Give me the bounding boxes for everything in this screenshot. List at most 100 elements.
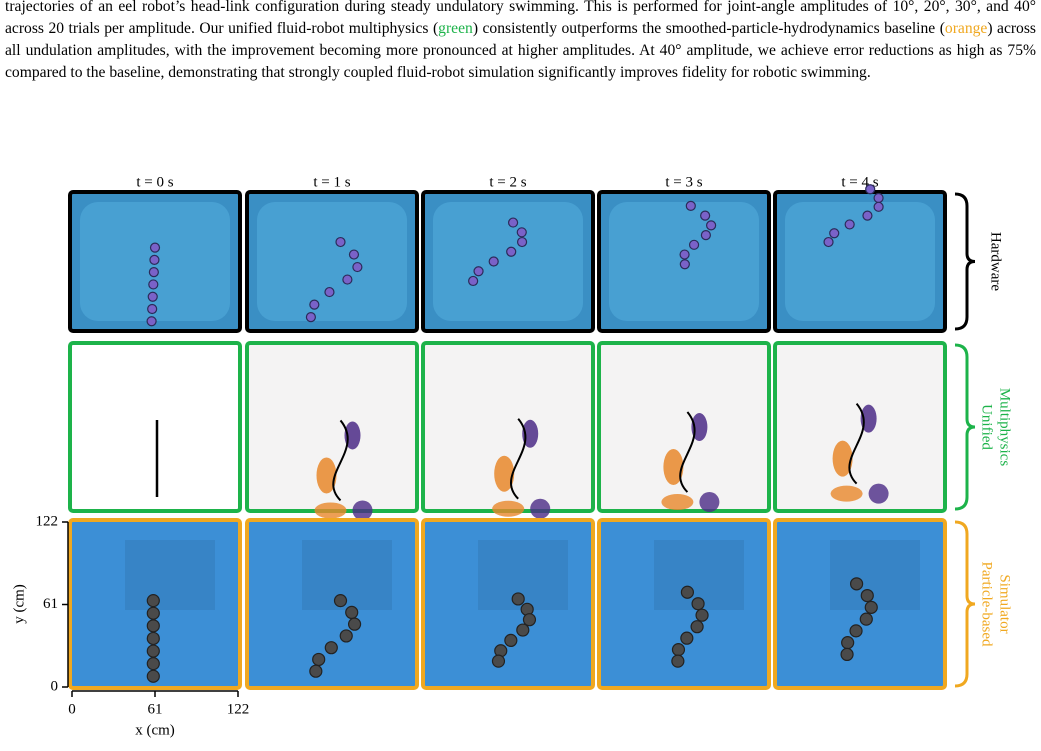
robot-link [685, 200, 696, 211]
robot-link [146, 644, 160, 658]
robot-link [345, 605, 359, 620]
robot-link [342, 274, 353, 285]
robot-link [706, 220, 717, 231]
column-label: t = 1 s [313, 174, 350, 190]
column-label: t = 3 s [665, 174, 702, 190]
robot-link [862, 210, 873, 221]
sim-frame [68, 341, 242, 513]
caption-text: ) across all undulation amplitudes, with… [5, 20, 1036, 81]
robot-link [691, 597, 705, 611]
robot-link [700, 210, 711, 221]
vortex [661, 494, 694, 511]
robot-link [700, 229, 711, 241]
y-tick-label: 61 [43, 596, 58, 612]
floor-texture [830, 540, 920, 610]
robot-link [147, 303, 158, 315]
brace [954, 520, 976, 688]
vortex [494, 455, 515, 492]
sim-frame [773, 341, 947, 513]
robot-link [823, 236, 834, 248]
robot-body [510, 418, 527, 500]
robot-link [491, 654, 506, 668]
x-tick-label: 122 [227, 701, 250, 717]
vortex [691, 413, 708, 442]
x-tick-label: 0 [68, 701, 76, 717]
caption-text: ) consistently outperforms the smoothed-… [472, 20, 945, 37]
tank [433, 202, 583, 321]
vortex [522, 419, 539, 448]
robot-link [841, 636, 855, 650]
robot-link [511, 592, 525, 606]
robot-link [348, 249, 360, 260]
robot-link [309, 664, 323, 678]
robot-link [352, 261, 363, 273]
robot-body [848, 403, 865, 485]
vortex [663, 449, 684, 486]
robot-link [860, 588, 874, 603]
robot-link [146, 619, 160, 633]
sim-frame [773, 518, 947, 690]
caption-text: orange [944, 20, 988, 37]
row-label: Hardware [988, 232, 1004, 291]
robot-link [148, 267, 159, 278]
robot-link [335, 236, 346, 248]
robot-link [146, 316, 157, 327]
floor-texture [125, 540, 215, 610]
robot-link [522, 613, 537, 627]
robot-link [873, 192, 884, 204]
y-tick-label: 0 [51, 678, 59, 694]
robot-link [516, 227, 527, 238]
robot-link [473, 266, 484, 277]
robot-link [671, 643, 686, 657]
vortex [530, 498, 551, 519]
robot-link [840, 647, 854, 662]
vortex [830, 485, 863, 502]
robot-link [146, 657, 160, 671]
robot-link [347, 617, 362, 631]
caption: trajectories of an eel robot’s head-link… [5, 0, 1036, 84]
robot-link [671, 654, 685, 668]
floor-texture [302, 540, 392, 610]
column-label: t = 0 s [136, 174, 173, 190]
robot-link [680, 631, 694, 645]
sim-frame [245, 518, 419, 690]
row-label: Particle-based [979, 562, 995, 647]
sim-frame [597, 341, 771, 513]
vortex [492, 500, 525, 517]
robot-link [149, 254, 160, 265]
robot-link [468, 275, 479, 287]
vortex [314, 502, 347, 519]
robot-link [849, 624, 863, 638]
robot-link [859, 612, 873, 626]
robot-link [504, 633, 518, 648]
robot-link [488, 256, 499, 267]
robot-link [305, 312, 316, 323]
robot-link [679, 259, 690, 270]
robot-link [333, 594, 348, 608]
tank [257, 202, 407, 321]
column-label: t = 2 s [489, 174, 526, 190]
vortex [352, 500, 373, 521]
robot-link [679, 249, 690, 260]
robot-link [507, 217, 519, 228]
robot-link [146, 606, 160, 620]
robot-link [146, 631, 160, 646]
row-label: Unified [979, 404, 995, 450]
robot-body [679, 411, 696, 493]
robot-link [148, 279, 159, 290]
robot-link [864, 600, 878, 614]
robot-link [688, 239, 700, 250]
tank [785, 202, 935, 321]
robot-link [844, 219, 855, 230]
y-tick-label: 122 [36, 513, 59, 529]
sim-frame [421, 518, 595, 690]
robot-link [324, 641, 338, 655]
vortex [699, 492, 720, 513]
robot-link [149, 242, 161, 253]
robot-link [146, 594, 160, 608]
robot-link [829, 228, 840, 239]
robot-link [849, 577, 864, 591]
row-label: Simulator [997, 574, 1013, 633]
